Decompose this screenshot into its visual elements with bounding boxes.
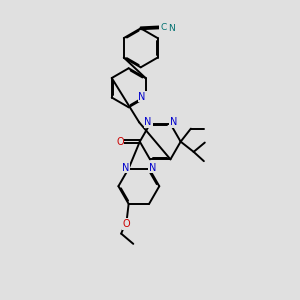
Text: O: O [123, 219, 130, 229]
Text: N: N [122, 163, 129, 172]
Text: C: C [160, 23, 167, 32]
Text: N: N [149, 163, 156, 172]
Text: N: N [168, 24, 174, 33]
Text: N: N [145, 117, 152, 127]
Text: O: O [116, 136, 124, 147]
Text: N: N [139, 92, 146, 102]
Text: N: N [169, 117, 177, 127]
